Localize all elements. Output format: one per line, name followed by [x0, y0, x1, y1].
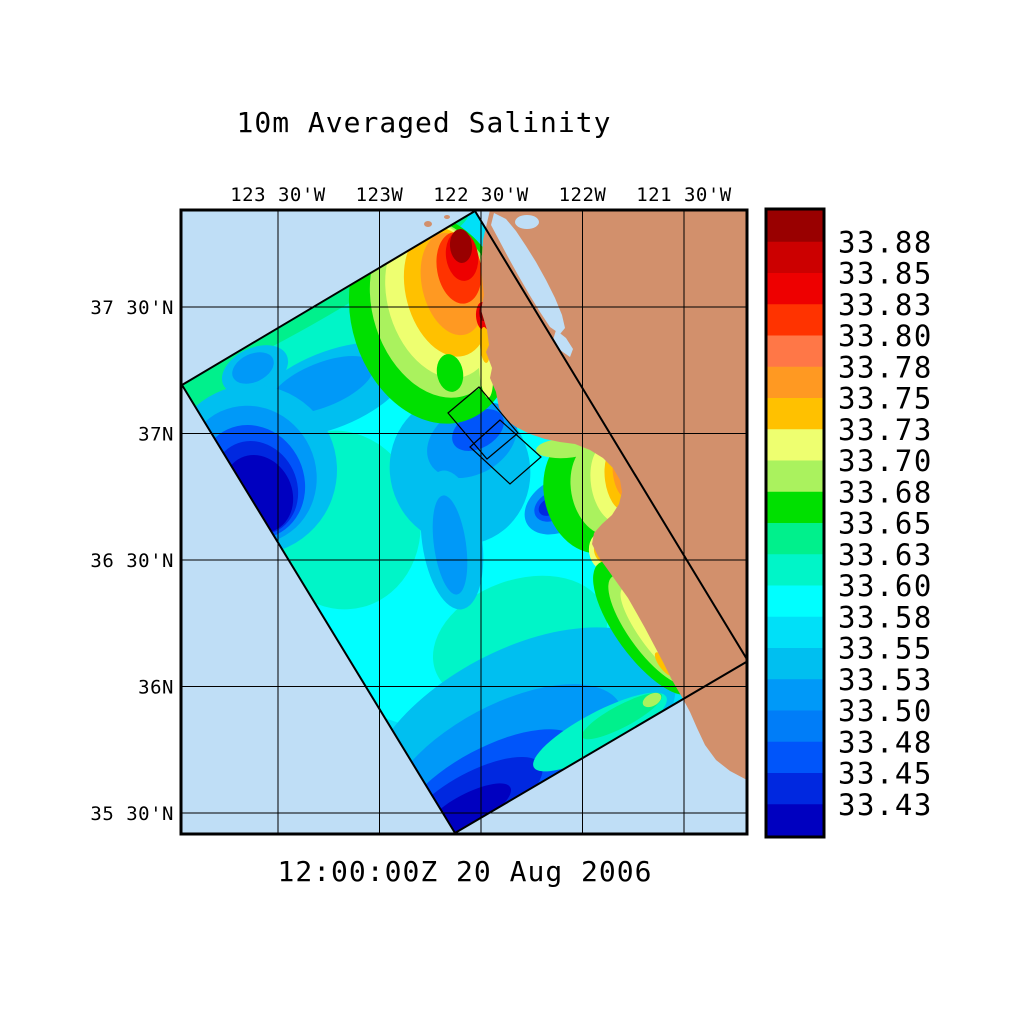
colorbar-band	[767, 773, 823, 805]
colorbar-tick-label: 33.48	[838, 725, 933, 759]
colorbar-band	[767, 710, 823, 743]
colorbar-band	[767, 585, 823, 618]
colorbar-tick-label: 33.60	[838, 569, 933, 603]
y-axis-labels: 37 30'N 37N 36 30'N 36N 35 30'N	[90, 297, 174, 825]
colorbar-band	[767, 335, 823, 368]
colorbar-tick-label: 33.80	[838, 319, 933, 353]
colorbar-band	[767, 741, 823, 774]
colorbar-band	[767, 273, 823, 305]
x-axis-tick-label: 123W	[356, 184, 404, 206]
colorbar-tick-label: 33.43	[838, 788, 933, 822]
colorbar-band	[767, 366, 823, 399]
colorbar-bands	[767, 210, 823, 837]
colorbar-tick-label: 33.45	[838, 757, 933, 791]
y-axis-tick-label: 37 30'N	[90, 297, 174, 319]
colorbar-tick-label: 33.55	[838, 632, 933, 666]
colorbar-band	[767, 679, 823, 712]
colorbar-band	[767, 554, 823, 587]
san-francisco-bay	[491, 213, 573, 357]
islands	[424, 215, 450, 227]
timestamp-label: 12:00:00Z 20 Aug 2006	[277, 855, 652, 888]
colorbar-tick-label: 33.88	[838, 225, 933, 259]
colorbar-band	[767, 210, 823, 243]
colorbar-tick-label: 33.58	[838, 600, 933, 634]
y-axis-tick-label: 36N	[138, 677, 174, 699]
colorbar-tick-label: 33.78	[838, 350, 933, 384]
colorbar-labels: 33.8833.8533.8333.8033.7833.7533.7333.70…	[838, 225, 933, 822]
y-axis-tick-label: 36 30'N	[90, 550, 174, 572]
x-axis-tick-label: 121 30'W	[636, 184, 732, 206]
y-axis-tick-label: 35 30'N	[90, 803, 174, 825]
nested-domain-outlines	[447, 386, 542, 485]
plot-title: 10m Averaged Salinity	[236, 106, 611, 139]
colorbar-band	[767, 241, 823, 274]
colorbar-tick-label: 33.75	[838, 382, 933, 416]
colorbar-band	[767, 616, 823, 649]
colorbar-tick-label: 33.53	[838, 663, 933, 697]
colorbar-band	[767, 398, 823, 430]
colorbar-tick-label: 33.85	[838, 257, 933, 291]
colorbar-band	[767, 491, 823, 524]
map-plot-area	[181, 210, 747, 834]
colorbar-frame	[764, 207, 826, 839]
colorbar-band	[767, 804, 823, 837]
model-domain-field	[182, 211, 747, 833]
plot-frame	[179, 208, 749, 836]
colorbar-tick-label: 33.50	[838, 694, 933, 728]
colorbar-tick-label: 33.70	[838, 444, 933, 478]
colorbar-band	[767, 648, 823, 680]
colorbar-tick-label: 33.65	[838, 507, 933, 541]
colorbar-tick-label: 33.83	[838, 288, 933, 322]
colorbar: 33.8833.8533.8333.8033.7833.7533.7333.70…	[764, 207, 933, 839]
land-mass	[481, 210, 747, 780]
x-axis-tick-label: 122 30'W	[433, 184, 529, 206]
colorbar-band	[767, 304, 823, 337]
x-axis-tick-label: 123 30'W	[230, 184, 326, 206]
x-axis-tick-label: 122W	[559, 184, 607, 206]
colorbar-tick-label: 33.63	[838, 538, 933, 572]
colorbar-tick-label: 33.68	[838, 475, 933, 509]
grid-lines	[181, 210, 747, 834]
colorbar-band	[767, 523, 823, 555]
colorbar-band	[767, 429, 823, 462]
colorbar-band	[767, 460, 823, 493]
colorbar-tick-label: 33.73	[838, 413, 933, 447]
y-axis-tick-label: 37N	[138, 424, 174, 446]
x-axis-labels: 123 30'W 123W 122 30'W 122W 121 30'W	[230, 184, 732, 206]
